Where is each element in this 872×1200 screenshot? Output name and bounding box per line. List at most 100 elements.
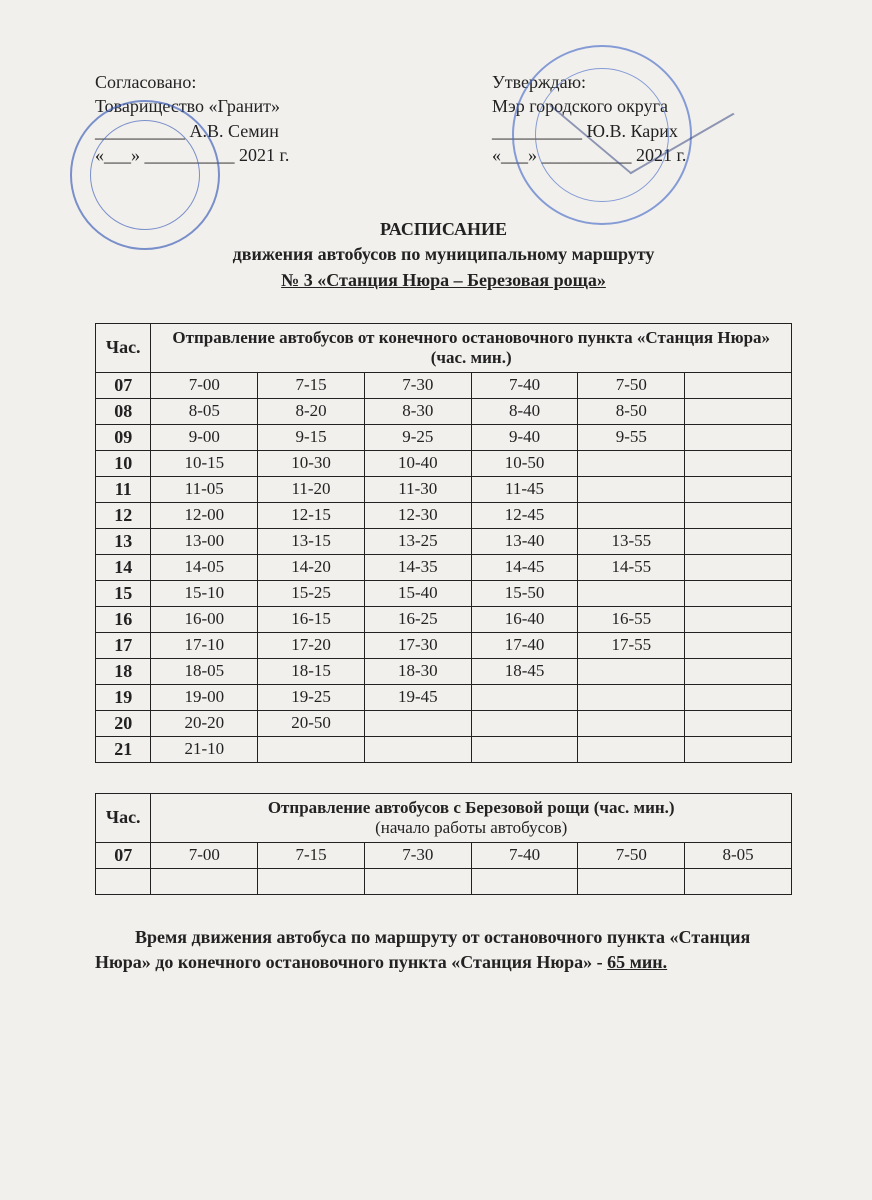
time-cell: [685, 580, 792, 606]
time-cell: 17-20: [258, 632, 365, 658]
time-cell: 16-55: [578, 606, 685, 632]
time-cell: 20-50: [258, 710, 365, 736]
time-cell: 8-20: [258, 398, 365, 424]
time-cell: [471, 684, 578, 710]
time-cell: 16-15: [258, 606, 365, 632]
time-cell: [685, 632, 792, 658]
title-block: РАСПИСАНИЕ движения автобусов по муницип…: [95, 217, 792, 293]
table-row: 1111-0511-2011-3011-45: [96, 476, 792, 502]
time-cell: 18-30: [364, 658, 471, 684]
approval-left: Согласовано: Товарищество «Гранит» _____…: [95, 70, 395, 167]
table-row: 077-007-157-307-407-50: [96, 372, 792, 398]
title-sub: движения автобусов по муниципальному мар…: [95, 242, 792, 267]
time-cell: [685, 658, 792, 684]
t2-header-line2: (начало работы автобусов): [155, 818, 787, 838]
hour-cell: 17: [96, 632, 151, 658]
approval-right: Утверждаю: Мэр городского округа _______…: [492, 70, 792, 167]
time-cell: 8-05: [151, 398, 258, 424]
time-cell: [685, 398, 792, 424]
time-cell: [685, 554, 792, 580]
time-cell: 14-05: [151, 554, 258, 580]
hour-cell: 08: [96, 398, 151, 424]
time-cell: [685, 606, 792, 632]
time-cell: 12-30: [364, 502, 471, 528]
t1-hour-label: Час.: [96, 323, 151, 372]
table-row: 1616-0016-1516-2516-4016-55: [96, 606, 792, 632]
time-cell: [364, 710, 471, 736]
time-cell: 15-25: [258, 580, 365, 606]
hour-cell: 07: [96, 842, 151, 868]
time-cell: 15-10: [151, 580, 258, 606]
time-cell: 8-50: [578, 398, 685, 424]
approval-right-line4: «___» __________ 2021 г.: [492, 143, 792, 167]
time-cell: 7-15: [258, 372, 365, 398]
time-cell: [578, 684, 685, 710]
time-cell: 7-50: [578, 842, 685, 868]
time-cell: 14-35: [364, 554, 471, 580]
time-cell: 7-15: [258, 842, 365, 868]
time-cell: [685, 528, 792, 554]
t2-hour-label: Час.: [96, 793, 151, 842]
time-cell: [151, 868, 258, 894]
time-cell: 13-00: [151, 528, 258, 554]
time-cell: 19-25: [258, 684, 365, 710]
time-cell: 16-00: [151, 606, 258, 632]
approval-right-line2: Мэр городского округа: [492, 94, 792, 118]
time-cell: [685, 736, 792, 762]
time-cell: [364, 868, 471, 894]
time-cell: 15-40: [364, 580, 471, 606]
time-cell: 16-25: [364, 606, 471, 632]
time-cell: 7-40: [471, 842, 578, 868]
time-cell: 17-40: [471, 632, 578, 658]
time-cell: [685, 450, 792, 476]
time-cell: 8-40: [471, 398, 578, 424]
time-cell: 19-45: [364, 684, 471, 710]
time-cell: [685, 424, 792, 450]
time-cell: [364, 736, 471, 762]
time-cell: 18-05: [151, 658, 258, 684]
time-cell: 18-45: [471, 658, 578, 684]
hour-cell: 18: [96, 658, 151, 684]
title-main: РАСПИСАНИЕ: [95, 217, 792, 242]
time-cell: 16-40: [471, 606, 578, 632]
approval-right-line3: __________ Ю.В. Карих: [492, 119, 792, 143]
time-cell: 19-00: [151, 684, 258, 710]
time-cell: 20-20: [151, 710, 258, 736]
time-cell: 12-45: [471, 502, 578, 528]
time-cell: [685, 684, 792, 710]
time-cell: 15-50: [471, 580, 578, 606]
time-cell: 9-40: [471, 424, 578, 450]
time-cell: [685, 502, 792, 528]
time-cell: [578, 868, 685, 894]
time-cell: 13-40: [471, 528, 578, 554]
table-row: 2121-10: [96, 736, 792, 762]
time-cell: 18-15: [258, 658, 365, 684]
hour-cell: 07: [96, 372, 151, 398]
time-cell: 17-10: [151, 632, 258, 658]
table-row: 2020-2020-50: [96, 710, 792, 736]
hour-cell: 11: [96, 476, 151, 502]
time-cell: 14-55: [578, 554, 685, 580]
time-cell: 10-15: [151, 450, 258, 476]
time-cell: 11-30: [364, 476, 471, 502]
hour-cell: 15: [96, 580, 151, 606]
time-cell: 13-15: [258, 528, 365, 554]
hour-cell: 10: [96, 450, 151, 476]
table-row: 1717-1017-2017-3017-4017-55: [96, 632, 792, 658]
time-cell: [685, 372, 792, 398]
t1-header: Отправление автобусов от конечного остан…: [151, 323, 792, 372]
time-cell: 10-40: [364, 450, 471, 476]
time-cell: [471, 736, 578, 762]
time-cell: 7-30: [364, 372, 471, 398]
time-cell: 7-00: [151, 372, 258, 398]
footer-note: Время движения автобуса по маршруту от о…: [95, 925, 792, 975]
t2-header-line1: Отправление автобусов с Березовой рощи (…: [155, 798, 787, 818]
time-cell: 11-45: [471, 476, 578, 502]
schedule-table-2: Час. Отправление автобусов с Березовой р…: [95, 793, 792, 895]
time-cell: [258, 868, 365, 894]
time-cell: 9-55: [578, 424, 685, 450]
time-cell: 13-55: [578, 528, 685, 554]
time-cell: 9-25: [364, 424, 471, 450]
table-row: 1818-0518-1518-3018-45: [96, 658, 792, 684]
time-cell: [258, 736, 365, 762]
